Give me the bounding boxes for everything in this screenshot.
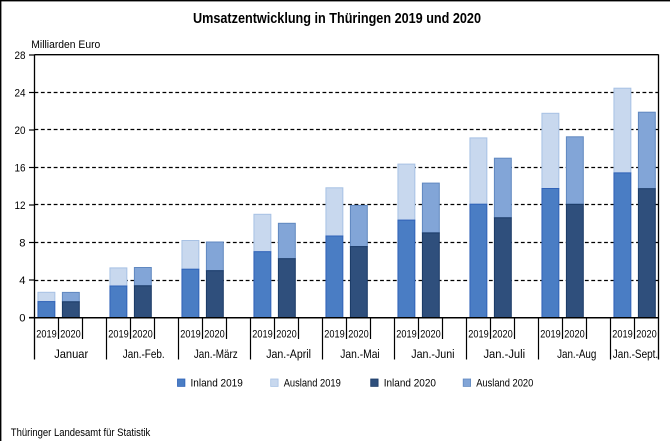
svg-text:24: 24 bbox=[15, 87, 26, 99]
svg-text:Inland 2020: Inland 2020 bbox=[384, 377, 436, 389]
svg-text:Jan.-Feb.: Jan.-Feb. bbox=[123, 347, 165, 361]
svg-text:2020: 2020 bbox=[564, 328, 584, 340]
svg-text:2019: 2019 bbox=[108, 328, 128, 340]
svg-text:4: 4 bbox=[19, 275, 25, 287]
svg-text:16: 16 bbox=[15, 162, 26, 174]
svg-text:8: 8 bbox=[19, 237, 25, 249]
svg-text:Thüringer Landesamt für Statis: Thüringer Landesamt für Statistik bbox=[11, 427, 151, 439]
svg-text:2019: 2019 bbox=[540, 328, 560, 340]
svg-text:Jan.-April: Jan.-April bbox=[266, 347, 311, 361]
svg-text:2019: 2019 bbox=[468, 328, 488, 340]
svg-text:2020: 2020 bbox=[276, 328, 296, 340]
svg-text:2019: 2019 bbox=[252, 328, 272, 340]
svg-text:2020: 2020 bbox=[60, 328, 80, 340]
svg-text:Jan.-Mai: Jan.-Mai bbox=[340, 347, 379, 361]
svg-text:Jan.-Aug: Jan.-Aug bbox=[557, 347, 596, 361]
svg-text:20: 20 bbox=[15, 125, 26, 137]
svg-text:2019: 2019 bbox=[36, 328, 56, 340]
svg-text:2019: 2019 bbox=[612, 328, 632, 340]
svg-text:2020: 2020 bbox=[132, 328, 152, 340]
svg-text:2020: 2020 bbox=[348, 328, 368, 340]
svg-text:2019: 2019 bbox=[324, 328, 344, 340]
svg-text:2020: 2020 bbox=[492, 328, 512, 340]
svg-text:Jan.-März: Jan.-März bbox=[194, 347, 238, 361]
svg-text:12: 12 bbox=[15, 200, 26, 212]
svg-text:28: 28 bbox=[15, 50, 26, 62]
svg-text:2020: 2020 bbox=[420, 328, 440, 340]
svg-text:Milliarden Euro: Milliarden Euro bbox=[31, 39, 100, 51]
svg-text:Jan.-Juli: Jan.-Juli bbox=[483, 347, 525, 361]
svg-text:Umsatzentwicklung in Thüringen: Umsatzentwicklung in Thüringen 2019 und … bbox=[193, 10, 481, 27]
svg-text:Inland 2019: Inland 2019 bbox=[191, 377, 243, 389]
svg-text:2020: 2020 bbox=[204, 328, 224, 340]
svg-text:Ausland 2019: Ausland 2019 bbox=[284, 377, 341, 389]
svg-text:0: 0 bbox=[19, 312, 25, 324]
svg-text:2019: 2019 bbox=[396, 328, 416, 340]
svg-text:2019: 2019 bbox=[180, 328, 200, 340]
svg-text:Ausland 2020: Ausland 2020 bbox=[476, 377, 533, 389]
svg-text:Januar: Januar bbox=[54, 347, 88, 361]
svg-text:Jan.-Juni: Jan.-Juni bbox=[411, 347, 454, 361]
svg-text:2020: 2020 bbox=[636, 328, 656, 340]
svg-text:Jan.-Sept.: Jan.-Sept. bbox=[613, 347, 658, 361]
